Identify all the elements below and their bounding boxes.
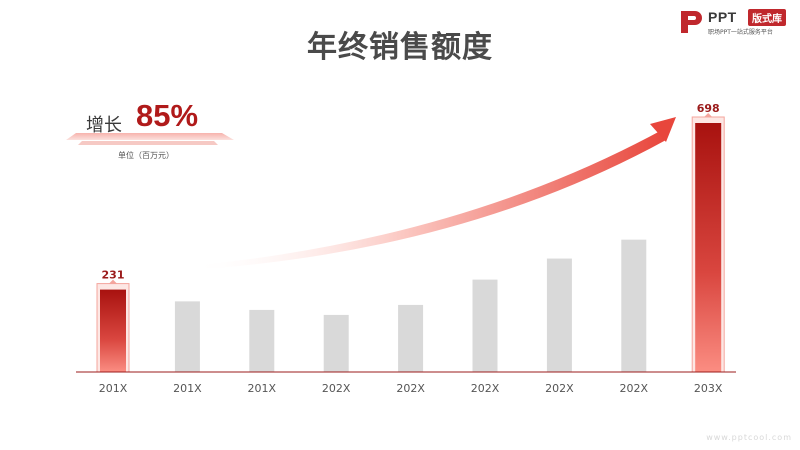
logo: PPT 版式库 职场PPT一站式服务平台	[678, 8, 796, 38]
x-tick-label: 202X	[620, 382, 649, 395]
growth-underline	[66, 133, 234, 145]
x-tick-label: 202X	[471, 382, 500, 395]
x-tick-label: 203X	[694, 382, 723, 395]
growth-callout: 增长 85% 单位（百万元）	[62, 95, 237, 165]
x-tick-label: 202X	[545, 382, 574, 395]
x-tick-label: 202X	[322, 382, 351, 395]
logo-tagline: 职场PPT一站式服务平台	[708, 29, 773, 36]
logo-brand: PPT	[708, 9, 737, 25]
page-title: 年终销售额度	[307, 30, 493, 65]
watermark: www.pptcool.com	[706, 433, 792, 442]
bar	[174, 301, 200, 372]
bar	[695, 123, 722, 372]
bar	[323, 314, 349, 372]
bar	[249, 309, 275, 372]
growth-label: 增长	[86, 115, 122, 136]
bar-label-pointer	[704, 113, 713, 117]
bar-label-pointer	[109, 279, 117, 284]
x-tick-label: 201X	[248, 382, 277, 395]
unit-label: 单位（百万元）	[118, 151, 174, 160]
bar	[100, 289, 126, 372]
bar	[398, 304, 424, 372]
trend-arrowhead-icon	[650, 117, 676, 142]
x-tick-label: 202X	[396, 382, 425, 395]
bar	[546, 258, 572, 372]
x-tick-label: 201X	[99, 382, 128, 395]
trend-arrow	[190, 130, 666, 270]
growth-value: 85%	[136, 98, 199, 133]
logo-badge: 版式库	[748, 9, 786, 26]
bar	[621, 239, 647, 372]
data-label: 698	[697, 102, 720, 115]
data-label: 231	[102, 269, 125, 282]
logo-p-icon	[681, 11, 702, 33]
bar	[472, 279, 498, 372]
x-tick-label: 201X	[173, 382, 202, 395]
